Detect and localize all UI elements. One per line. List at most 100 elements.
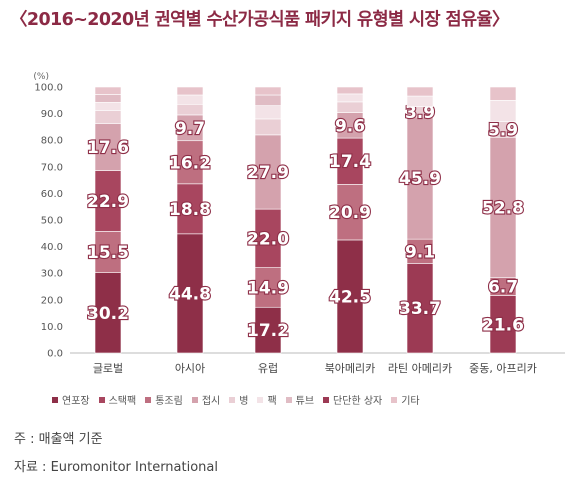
y-tick-label: 30.0 [41,269,63,280]
data-label: 22.0 [247,229,289,249]
bar-segment [336,101,364,113]
y-axis-unit: (%) [33,72,49,82]
bar-segment [176,103,204,116]
y-tick-label: 50.0 [41,216,63,227]
data-label: 22.9 [87,192,129,212]
data-label: 9.6 [335,116,365,136]
bar-segment [489,136,517,279]
data-label: 14.9 [247,278,289,298]
source-note: 자료 : Euromonitor International [14,460,218,475]
data-label: 27.9 [247,163,289,183]
data-label: 9.1 [405,242,435,262]
x-category-label: 글로벌 [93,362,123,375]
y-tick-label: 90.0 [41,109,63,120]
bar-segment [489,86,517,101]
bar-segment [254,105,282,120]
bar-segment [94,110,122,125]
data-label: 21.6 [482,315,524,335]
data-label: 52.8 [482,198,524,218]
bar-segment [336,137,364,185]
data-label: 3.9 [405,103,435,123]
bar-segment [94,86,122,95]
legend-label: 스택팩 [108,396,137,407]
bar-segment [406,238,434,264]
stacked-bar-chart: (%) 0.0 10.0 20.0 30.0 40.0 50.0 60.0 70.0 80.0 90… [33,72,565,375]
y-tick-label: 40.0 [41,242,63,253]
x-category-label: 라틴 아메리카 [388,362,452,375]
data-label: 45.9 [399,169,441,189]
bar-segment [176,233,204,354]
legend-label: 통조림 [155,396,183,407]
bar-segment [176,114,204,142]
legend-swatch [98,396,105,403]
bar-segment [254,306,282,354]
y-tick-label: 70.0 [41,162,63,173]
legend-swatch [52,396,58,403]
legend-label: 병 [239,396,249,407]
bar-segment [94,231,122,273]
bar-segment [94,272,122,354]
legend-label: 팩 [267,396,277,407]
bar-segment [336,112,364,139]
data-label: 5.9 [488,120,518,140]
bar-segment [406,263,434,354]
legend-swatch [191,396,198,403]
data-label: 9.7 [175,119,205,139]
data-label: 30.2 [87,304,129,324]
data-label: 44.8 [169,284,211,304]
chart-title: 〈2016~2020년 권역별 수산가공식품 패키지 유형별 시장 점유율〉 [10,10,510,30]
legend-label: 튜브 [295,396,315,407]
bar-segment [254,118,282,136]
bar-segment [336,86,364,95]
y-tick-label: 0.0 [47,349,63,360]
legend-label: 접시 [201,396,221,407]
bar-segment [94,170,122,232]
x-category-label: 중동, 아프리카 [469,362,537,375]
bar-segment [336,93,364,103]
footnote: 주 : 매출액 기준 [14,432,103,447]
legend-swatch [285,396,292,403]
bar-segment [94,123,122,171]
bar-segment [406,116,434,240]
bar-segment [254,94,282,106]
data-label: 18.8 [169,200,211,220]
data-label: 17.6 [87,138,129,158]
legend-item: 팩 [257,392,277,407]
legend-item: 스택팩 [98,392,137,407]
legend-swatch [229,396,236,403]
data-label: 42.5 [329,287,371,307]
data-label: 17.4 [329,152,371,172]
x-category-label: 아시아 [175,362,205,375]
legend-swatch [323,396,330,403]
data-label: 33.7 [399,299,441,319]
bar-segment [94,94,122,103]
data-label: 17.2 [247,321,289,341]
bar-segment [336,184,364,241]
bar-segment [94,102,122,111]
bar-segment [406,95,434,107]
data-label: 16.2 [169,153,211,173]
bar-segment [176,183,204,235]
y-tick-label: 10.0 [41,322,63,333]
bar-segment [406,86,434,97]
bar-segment [489,100,517,122]
legend-swatch [391,396,398,403]
legend-item: 단단한 상자 [323,392,382,407]
data-label: 15.5 [87,243,129,263]
bar-segment [176,94,204,105]
legend-label: 연포장 [62,396,90,407]
y-tick-label: 20.0 [41,295,63,306]
legend-item: 통조림 [145,392,183,407]
y-tick-label: 80.0 [41,136,63,147]
bar-segment [176,86,204,96]
y-tick-label: 60.0 [41,189,63,200]
bar-segment [176,140,204,185]
bar-segment [254,267,282,308]
legend-swatch [145,396,152,403]
x-category-label: 북아메리카 [325,362,376,375]
bar-segment [489,295,517,354]
x-category-label: 유럽 [258,361,278,375]
legend-item: 접시 [191,392,221,407]
data-label: 20.9 [329,203,371,223]
bar-segment [254,208,282,268]
